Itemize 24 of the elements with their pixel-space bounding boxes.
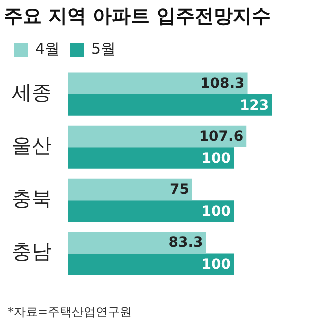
bar — [68, 178, 192, 200]
data-label: 123 — [240, 98, 270, 114]
y-tick-label: 충북 — [12, 186, 52, 211]
data-label: 83.3 — [168, 235, 204, 252]
legend-label: 4월 — [36, 40, 60, 58]
legend-label: 5월 — [92, 40, 116, 58]
data-label: 107.6 — [199, 129, 244, 146]
data-label: 100 — [202, 204, 232, 220]
data-label: 108.3 — [200, 76, 245, 92]
bar — [68, 72, 248, 94]
bar — [68, 200, 234, 222]
bar — [68, 148, 234, 169]
data-label: 75 — [170, 182, 190, 198]
bar — [68, 94, 272, 116]
bar — [68, 254, 234, 276]
data-label: 100 — [202, 256, 232, 273]
y-tick-label: 충남 — [12, 240, 52, 264]
text: *자료=주택산업연구원 — [8, 304, 132, 321]
data-label: 100 — [202, 150, 232, 167]
y-tick-label: 울산 — [12, 134, 52, 158]
bar — [68, 126, 247, 148]
bar — [68, 232, 206, 254]
y-tick-label: 세종 — [12, 80, 52, 105]
chart-title: 주요 지역 아파트 입주전망지수 — [4, 5, 271, 28]
